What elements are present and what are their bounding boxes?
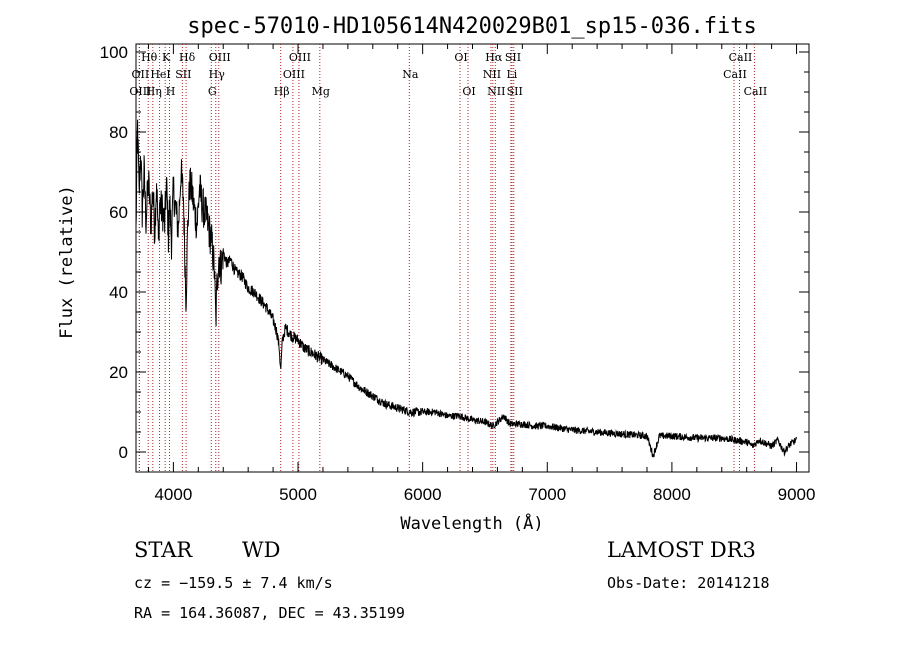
object-subclass: WD [242,538,281,562]
y-tick-label: 60 [109,203,128,222]
line-label: Hη [146,85,162,98]
chart-title: spec-57010-HD105614N420029B01_sp15-036.f… [187,14,757,39]
y-tick-label: 80 [109,123,128,142]
observation-date: Obs-Date: 20141218 [607,574,770,592]
x-axis-label: Wavelength (Å) [400,512,543,534]
line-label: SII [505,51,521,64]
line-label: OIII [289,51,311,64]
y-axis-label: Flux (relative) [57,185,77,339]
line-label: HeI [150,68,170,81]
line-label: Na [402,68,419,81]
spectrum-series-line [135,119,797,458]
line-label: CaII [729,51,753,64]
line-label: Li [506,68,517,81]
x-tick-label: 9000 [778,485,816,504]
line-label: Hβ [274,85,290,98]
line-label: OI [462,85,475,98]
y-tick-label: 0 [119,443,128,462]
redshift-readout: cz = −159.5 ± 7.4 km/s [134,574,333,592]
coordinates-readout: RA = 164.36087, DEC = 43.35199 [134,604,405,622]
line-label: NII [483,68,501,81]
y-axis-ticks: 0 20 40 60 80 100 [100,43,809,462]
object-class: STAR [134,538,193,562]
line-label: Hγ [209,68,226,81]
x-tick-label: 6000 [404,485,442,504]
line-label: OI [454,51,467,64]
line-label: Hδ [179,51,196,64]
line-label: Hα [485,51,503,64]
line-label: OIII [283,68,305,81]
y-tick-label: 20 [109,363,128,382]
line-label: OII [132,68,150,81]
x-axis-ticks: 4000 5000 6000 7000 8000 9000 [147,44,816,504]
y-tick-label: 40 [109,283,128,302]
x-tick-label: 5000 [279,485,317,504]
y-tick-label: 100 [100,43,128,62]
line-label: NII [487,85,505,98]
line-label: K [162,51,171,64]
plot-frame [135,43,810,473]
line-label: SII [507,85,523,98]
line-label: H [166,85,176,98]
line-label: SII [175,68,191,81]
spectral-line-markers [138,44,755,472]
line-label: CaII [744,85,768,98]
x-tick-label: 4000 [154,485,192,504]
line-label: Hθ [141,51,158,64]
line-label: Mg [312,85,330,98]
x-tick-label: 8000 [653,485,691,504]
line-label: OIII [209,51,231,64]
line-label: CaII [723,68,747,81]
survey-name: LAMOST DR3 [607,538,756,562]
line-label: G [208,85,217,98]
x-tick-label: 7000 [528,485,566,504]
